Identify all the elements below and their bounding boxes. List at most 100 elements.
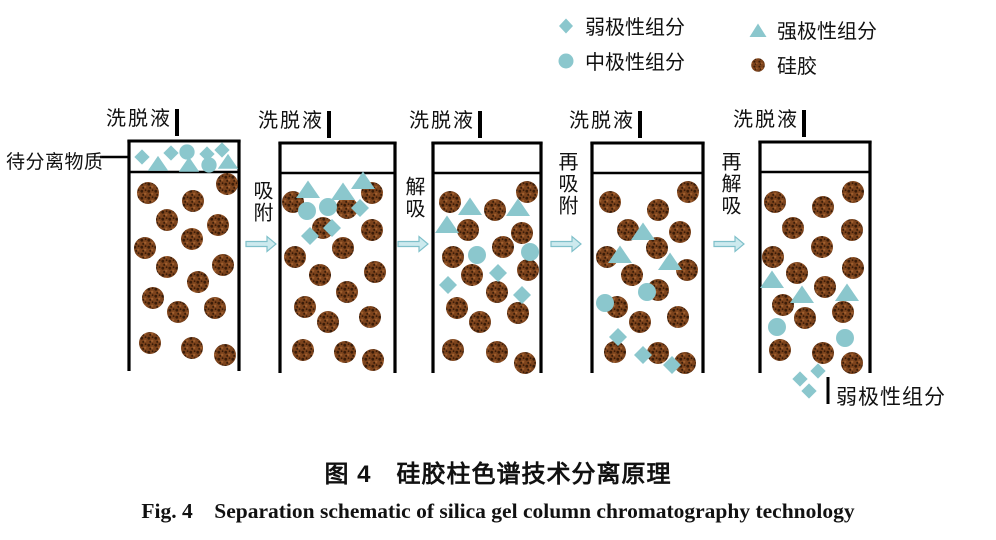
eluent-label-column-1: 洗脱液 (106, 106, 179, 136)
silica-particle (332, 237, 354, 259)
weak-polar-diamond (351, 199, 369, 217)
silica-particle (772, 294, 794, 316)
silica-particle (511, 222, 533, 244)
silica-particle (599, 191, 621, 213)
eluent-inlet-bar (638, 111, 642, 138)
feed-mixture-label: 待分离物质 (6, 152, 104, 173)
weak-polar-diamond (801, 383, 817, 399)
silica-particle (786, 262, 808, 284)
silica-particle (646, 237, 668, 259)
strong-polar-triangle (351, 171, 375, 189)
silica-particle (811, 236, 833, 258)
silica-particle (207, 214, 229, 236)
medium-polar-circle (768, 318, 786, 336)
legend-label-weak-polar: 弱极性组分 (585, 17, 685, 39)
silica-particle (669, 221, 691, 243)
silica-particle (362, 349, 384, 371)
silica-particle (336, 197, 358, 219)
silica-particle (812, 196, 834, 218)
strong-polar-triangle (458, 197, 482, 215)
weak-polar-diamond (792, 371, 808, 387)
legend-label-medium-polar: 中极性组分 (585, 52, 685, 74)
weak-polar-diamond (301, 227, 319, 245)
silica-particle (676, 259, 698, 281)
eluent-inlet-bar (478, 111, 482, 138)
silica-particle (317, 311, 339, 333)
legend-item-silica: 硅胶 (748, 50, 817, 79)
medium-polar-circle (179, 144, 195, 160)
step-label-readsorption: 再吸附 (555, 151, 577, 217)
silica-particle (214, 344, 236, 366)
medium-polar-circle (468, 246, 486, 264)
silica-particle (156, 256, 178, 278)
strong-polar-triangle (608, 245, 632, 263)
eluent-inlet-bar (327, 111, 331, 138)
figure-caption-zh: 图 4 硅胶柱色谱技术分离原理 (324, 461, 672, 488)
silica-particle (142, 287, 164, 309)
silica-particle (294, 296, 316, 318)
silica-particle (137, 182, 159, 204)
medium-polar-circle (638, 283, 656, 301)
silica-particle (486, 341, 508, 363)
strong-polar-triangle (835, 283, 859, 301)
silica-particle (832, 301, 854, 323)
silica-particle (841, 219, 863, 241)
silica-particle (621, 264, 643, 286)
silica-particle (604, 341, 626, 363)
step-label-desorption: 解吸 (402, 176, 424, 220)
strong-polar-triangle-icon (749, 23, 767, 37)
silica-particle (469, 311, 491, 333)
medium-polar-circle (836, 329, 854, 347)
weak-polar-diamond (609, 328, 627, 346)
silica-particle (364, 261, 386, 283)
silica-particle (134, 237, 156, 259)
eluent-label-column-2: 洗脱液 (258, 108, 331, 138)
silica-particle (629, 311, 651, 333)
silica-particle (842, 257, 864, 279)
silica-particle (842, 181, 864, 203)
strong-polar-triangle (296, 180, 320, 198)
legend-item-strong-polar: 强极性组分 (748, 15, 877, 44)
medium-polar-circle (298, 202, 316, 220)
silica-particle (794, 307, 816, 329)
flow-arrow (713, 235, 745, 253)
eluent-label-column-5: 洗脱液 (733, 107, 806, 137)
silica-particle (667, 306, 689, 328)
silica-particle (442, 246, 464, 268)
strong-polar-triangle (760, 270, 784, 288)
silica-particle (617, 219, 639, 241)
silica-particle (516, 181, 538, 203)
silica-particle (517, 259, 539, 281)
silica-particle (334, 341, 356, 363)
medium-polar-circle (521, 243, 539, 261)
legend-item-weak-polar: 弱极性组分 (556, 11, 685, 40)
strong-polar-triangle (147, 155, 169, 171)
silica-particle (764, 191, 786, 213)
silica-gel-icon (751, 57, 765, 72)
flow-arrow (245, 235, 277, 253)
strong-polar-triangle (631, 222, 655, 240)
medium-polar-circle-icon (558, 53, 574, 68)
silica-particle (647, 199, 669, 221)
outlet-weak-polar-label: 弱极性组分 (836, 385, 946, 409)
silica-particle (167, 301, 189, 323)
weak-polar-diamond (513, 286, 531, 304)
weak-polar-diamond (163, 145, 179, 161)
weak-polar-diamond-icon (559, 18, 573, 33)
silica-particle (457, 219, 479, 241)
weak-polar-diamond (439, 276, 457, 294)
legend-item-medium-polar: 中极性组分 (556, 46, 685, 75)
silica-particle (507, 302, 529, 324)
silica-particle (782, 217, 804, 239)
step-label-redesorption: 再解吸 (718, 151, 740, 217)
flow-arrow (550, 235, 582, 253)
silica-particle (336, 281, 358, 303)
weak-polar-diamond (489, 264, 507, 282)
medium-polar-circle (201, 157, 217, 173)
silica-particle (284, 246, 306, 268)
silica-particle (514, 352, 536, 374)
weak-polar-diamond (663, 356, 681, 374)
silica-particle (841, 352, 863, 374)
